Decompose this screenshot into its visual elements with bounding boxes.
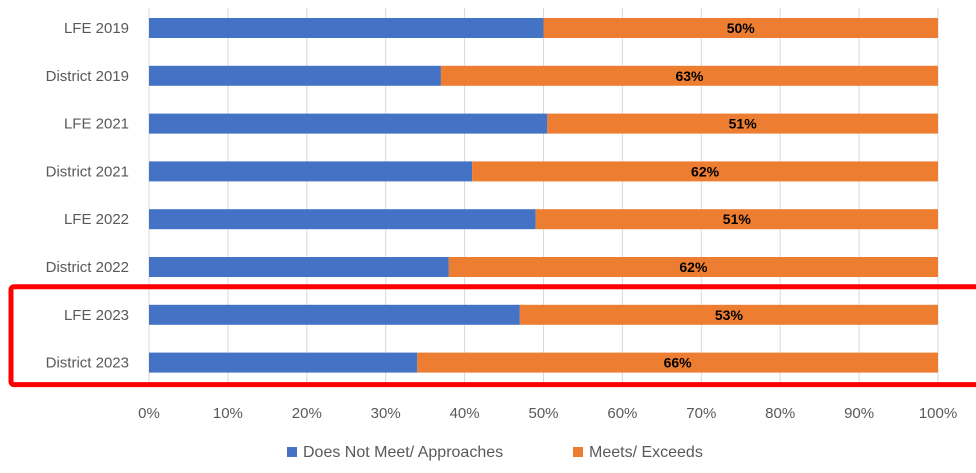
data-label: 62% [679,259,708,275]
bar-meets-exceeds [547,113,938,134]
bar-does-not-meet [149,161,473,182]
highlight-box [8,284,976,388]
x-tick-label: 90% [844,405,874,422]
highlight-rectangle [8,284,976,388]
legend-swatch [573,447,583,457]
x-tick-label: 70% [686,405,716,422]
legend-swatch [287,447,297,457]
x-tick-label: 0% [138,405,160,422]
bar-does-not-meet [149,113,548,134]
category-label: District 2021 [46,163,129,180]
category-label: District 2022 [46,259,129,276]
bar-meets-exceeds [472,161,938,182]
data-label: 66% [664,355,693,371]
category-label: LFE 2022 [64,211,129,228]
bar-meets-exceeds [448,257,938,277]
bar-meets-exceeds [519,304,938,325]
bar-does-not-meet [149,209,536,230]
data-label: 63% [675,68,704,84]
x-tick-label: 80% [765,405,795,422]
x-tick-label: 30% [371,405,401,422]
bar-meets-exceeds [543,18,938,38]
data-label: 62% [691,163,720,179]
category-labels: LFE 2019 District 2019 LFE 2021 District 20… [46,20,129,372]
x-tick-label: 10% [213,405,243,422]
category-label: District 2023 [46,355,129,372]
category-label: LFE 2023 [64,307,129,324]
bar-meets-exceeds [440,65,938,86]
legend-label: Does Not Meet/ Approaches [303,444,503,461]
x-tick-label: 100% [919,405,957,422]
x-tick-label: 20% [292,405,322,422]
x-tick-label: 60% [607,405,637,422]
data-labels: 50% 63% 51% 62% 51% 62% 53% 66% [664,20,758,371]
bar-does-not-meet [149,18,544,38]
bar-does-not-meet [149,65,441,86]
bar-does-not-meet [149,352,418,373]
x-tick-label: 50% [528,405,558,422]
bar-does-not-meet [149,257,449,277]
x-tick-label: 40% [450,405,480,422]
data-label: 51% [729,116,758,132]
data-label: 53% [715,307,744,323]
legend-label: Meets/ Exceeds [589,444,703,461]
bar-meets-exceeds [417,352,938,373]
bar-does-not-meet [149,304,520,325]
legend: Does Not Meet/ Approaches Meets/ Exceeds [287,444,703,461]
category-label: District 2019 [46,68,129,85]
data-label: 50% [727,20,756,36]
bar-meets-exceeds [535,209,938,230]
x-axis-tick-labels: 0% 10% 20% 30% 40% 50% 60% 70% 80% 90% 100% [138,405,957,422]
bars [149,18,938,373]
category-label: LFE 2021 [64,116,129,133]
category-label: LFE 2019 [64,20,129,37]
gridlines [148,8,939,383]
data-label: 51% [723,211,752,227]
